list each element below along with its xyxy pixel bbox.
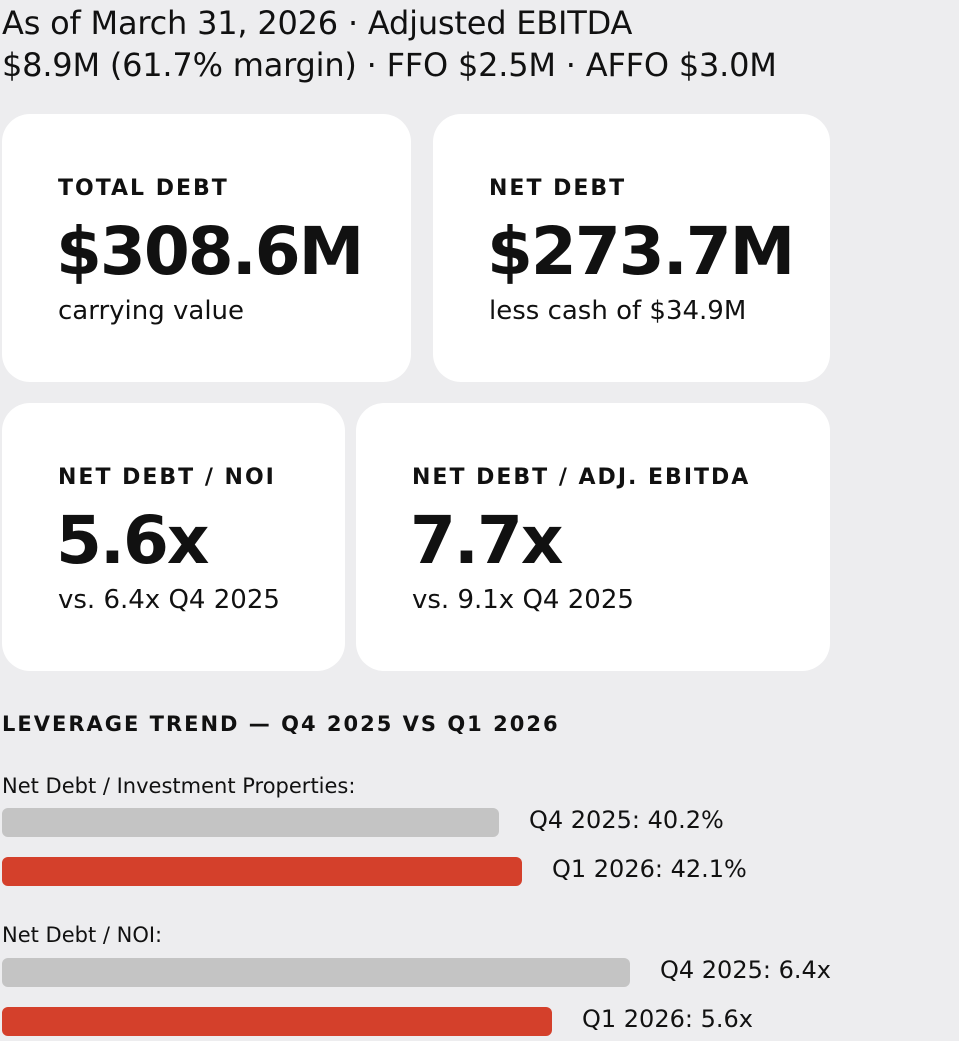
- card-label: NET DEBT / ADJ. EBITDA: [412, 465, 751, 490]
- bar-value-label: Q4 2025: 6.4x: [660, 956, 831, 984]
- card-value: $308.6M: [56, 213, 364, 290]
- bar-q4-2025: [2, 958, 630, 987]
- card-value: 5.6x: [56, 502, 209, 579]
- bar-value-label: Q4 2025: 40.2%: [529, 806, 724, 834]
- bar-q4-2025: [2, 808, 499, 837]
- bar-q1-2026: [2, 1007, 552, 1036]
- group-label: Net Debt / Investment Properties:: [2, 774, 356, 798]
- card-subtext: less cash of $34.9M: [489, 296, 747, 326]
- bar-value-label: Q1 2026: 42.1%: [552, 855, 747, 883]
- page-header: As of March 31, 2026 · Adjusted EBITDA $…: [2, 2, 932, 86]
- header-line-1: As of March 31, 2026 · Adjusted EBITDA: [2, 4, 633, 42]
- total-debt-card: TOTAL DEBT $308.6M carrying value: [2, 114, 411, 382]
- card-label: NET DEBT / NOI: [58, 465, 276, 490]
- net-debt-noi-card: NET DEBT / NOI 5.6x vs. 6.4x Q4 2025: [2, 403, 345, 671]
- card-label: TOTAL DEBT: [58, 176, 229, 201]
- bar-q1-2026: [2, 857, 522, 886]
- chart-title: LEVERAGE TREND — Q4 2025 VS Q1 2026: [2, 712, 560, 736]
- bar-value-label: Q1 2026: 5.6x: [582, 1005, 753, 1033]
- header-line-2: $8.9M (61.7% margin) · FFO $2.5M · AFFO …: [2, 46, 777, 84]
- card-label: NET DEBT: [489, 176, 627, 201]
- card-subtext: vs. 9.1x Q4 2025: [412, 585, 634, 615]
- group-label: Net Debt / NOI:: [2, 923, 163, 947]
- net-debt-ebitda-card: NET DEBT / ADJ. EBITDA 7.7x vs. 9.1x Q4 …: [356, 403, 830, 671]
- card-value: 7.7x: [410, 502, 563, 579]
- card-value: $273.7M: [487, 213, 795, 290]
- card-subtext: vs. 6.4x Q4 2025: [58, 585, 280, 615]
- card-subtext: carrying value: [58, 296, 245, 326]
- net-debt-card: NET DEBT $273.7M less cash of $34.9M: [433, 114, 830, 382]
